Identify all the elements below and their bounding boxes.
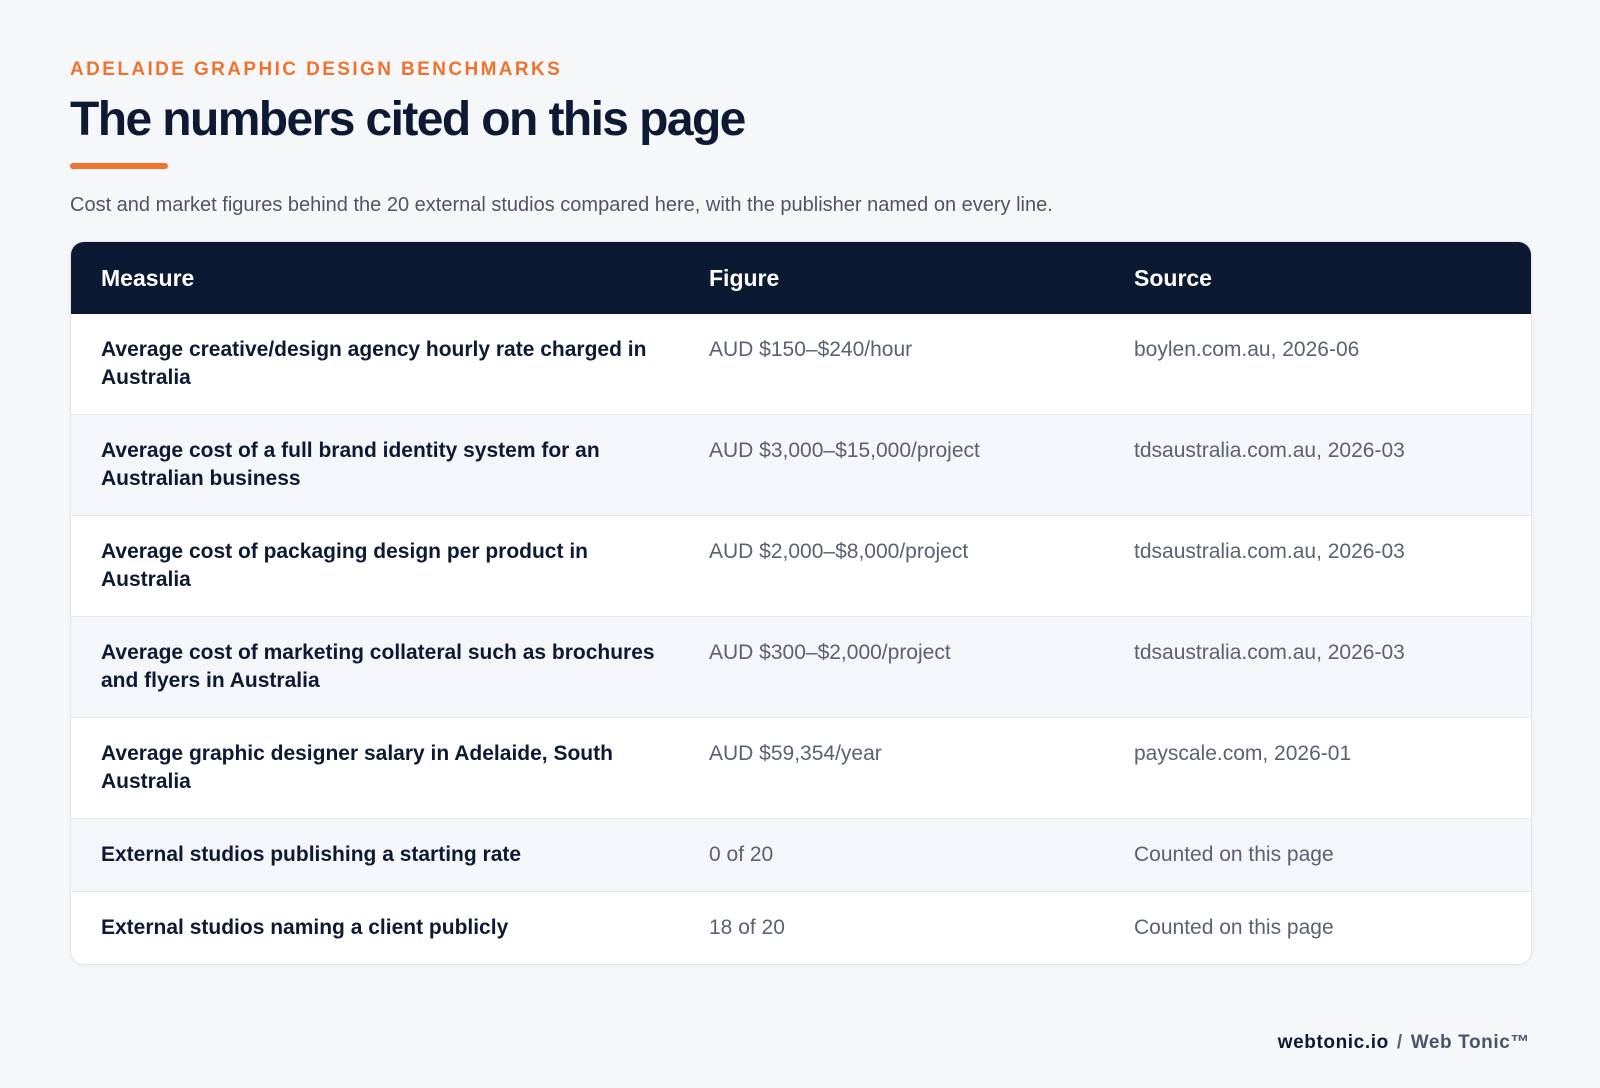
footer-credit: webtonic.io / Web Tonic™ — [1278, 1032, 1530, 1054]
figure-cell: AUD $2,000–$8,000/project — [679, 515, 1104, 617]
source-cell: tdsaustralia.com.au, 2026-03 — [1104, 616, 1531, 718]
table-header-row: Measure Figure Source — [71, 242, 1531, 314]
benchmarks-table: Measure Figure Source Average creative/d… — [71, 242, 1531, 964]
page-subtitle: Cost and market figures behind the 20 ex… — [70, 194, 1053, 216]
column-header-figure: Figure — [679, 242, 1104, 314]
table-row: Average cost of packaging design per pro… — [71, 515, 1531, 617]
benchmarks-table-card: Measure Figure Source Average creative/d… — [70, 241, 1532, 965]
measure-cell: Average cost of packaging design per pro… — [71, 515, 679, 617]
column-header-measure: Measure — [71, 242, 679, 314]
source-cell: Counted on this page — [1104, 818, 1531, 892]
table-row: Average cost of a full brand identity sy… — [71, 414, 1531, 516]
title-accent-bar — [70, 163, 168, 169]
page: ADELAIDE GRAPHIC DESIGN BENCHMARKS The n… — [70, 58, 1532, 965]
footer-brand: Web Tonic™ — [1410, 1032, 1530, 1053]
source-cell: tdsaustralia.com.au, 2026-03 — [1104, 515, 1531, 617]
table-row: Average cost of marketing collateral suc… — [71, 616, 1531, 718]
figure-cell: 18 of 20 — [679, 891, 1104, 964]
table-row: External studios naming a client publicl… — [71, 891, 1531, 964]
measure-cell: Average creative/design agency hourly ra… — [101, 338, 647, 389]
measure-cell: External studios naming a client publicl… — [71, 891, 679, 964]
figure-cell: AUD $59,354/year — [679, 717, 1104, 819]
table-row: External studios publishing a starting r… — [71, 818, 1531, 892]
footer-domain: webtonic.io — [1277, 1032, 1389, 1053]
eyebrow-label: ADELAIDE GRAPHIC DESIGN BENCHMARKS — [70, 59, 563, 80]
table-row: Average creative/design agency hourly ra… — [71, 314, 1531, 415]
measure-cell: Average cost of a full brand identity sy… — [71, 414, 679, 516]
source-cell: boylen.com.au, 2026-06 — [1134, 338, 1360, 361]
source-cell: Counted on this page — [1104, 891, 1531, 964]
measure-cell: Average graphic designer salary in Adela… — [71, 717, 679, 819]
source-cell: payscale.com, 2026-01 — [1104, 717, 1531, 819]
source-cell: tdsaustralia.com.au, 2026-03 — [1104, 414, 1531, 516]
measure-cell: External studios publishing a starting r… — [71, 818, 679, 892]
figure-cell: AUD $300–$2,000/project — [679, 616, 1104, 718]
measure-cell: Average cost of marketing collateral suc… — [71, 616, 679, 718]
figure-cell: 0 of 20 — [679, 818, 1104, 892]
figure-cell: AUD $3,000–$15,000/project — [679, 414, 1104, 516]
column-header-source: Source — [1104, 242, 1531, 314]
table-row: Average graphic designer salary in Adela… — [71, 717, 1531, 819]
footer-separator: / — [1396, 1032, 1403, 1053]
page-title: The numbers cited on this page — [70, 93, 746, 146]
figure-cell: AUD $150–$240/hour — [709, 338, 913, 361]
